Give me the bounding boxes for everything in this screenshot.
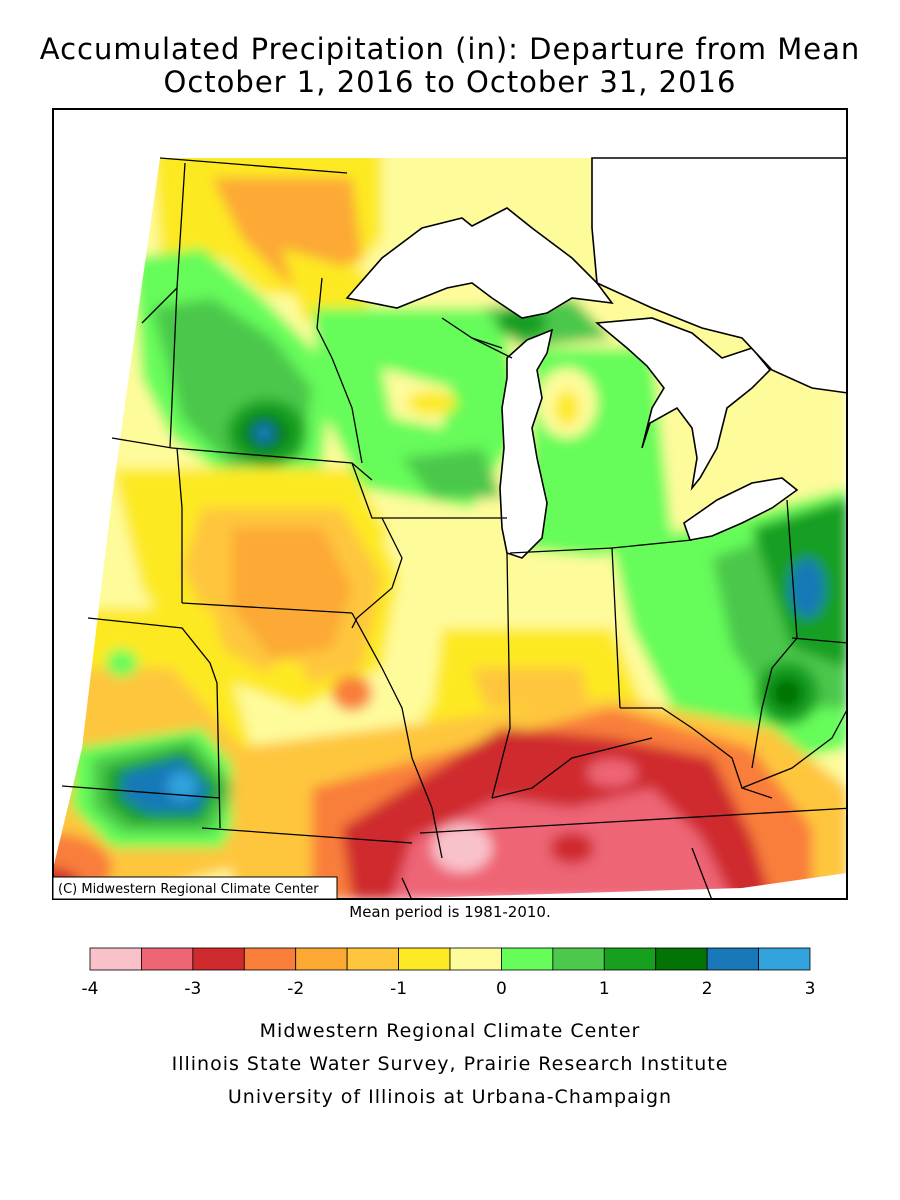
- state-borders: [61, 157, 848, 900]
- credit-line-1: Midwestern Regional Climate Center: [259, 1020, 641, 1042]
- copyright-label-box: (C) Midwestern Regional Climate Center: [52, 876, 338, 900]
- map-subtitle-dates: October 1, 2016 to October 31, 2016: [163, 65, 737, 99]
- legend-tick-label: 0: [496, 979, 507, 999]
- legend-swatch: [89, 947, 142, 971]
- canada-area: [591, 157, 848, 394]
- legend-tick-label: -3: [184, 979, 201, 999]
- legend-swatch: [706, 947, 759, 971]
- great-lakes: [345, 157, 848, 559]
- legend-tick-label: -2: [287, 979, 304, 999]
- legend-swatch: [192, 947, 245, 971]
- legend-swatch: [552, 947, 605, 971]
- legend-tick-label: -1: [390, 979, 407, 999]
- credit-line-2: Illinois State Water Survey, Prairie Res…: [171, 1053, 729, 1075]
- legend-tick-label: 1: [599, 979, 610, 999]
- legend-swatch: [501, 947, 554, 971]
- legend-swatch: [655, 947, 708, 971]
- legend-swatches: [89, 947, 811, 971]
- lake-erie: [683, 477, 799, 541]
- legend-ticks: -4 -3 -2 -1 0 1 2 3: [82, 979, 816, 999]
- legend-tick-label: 3: [805, 979, 816, 999]
- legend-swatch: [141, 947, 194, 971]
- map-title: Accumulated Precipitation (in): Departur…: [39, 32, 861, 66]
- mean-period-note: Mean period is 1981-2010.: [349, 903, 551, 921]
- legend-swatch: [758, 947, 811, 971]
- lake-michigan: [499, 328, 554, 559]
- legend-swatch: [449, 947, 502, 971]
- credit-line-3: University of Illinois at Urbana-Champai…: [227, 1086, 673, 1108]
- copyright-label: (C) Midwestern Regional Climate Center: [58, 882, 319, 897]
- legend-tick-label: 2: [702, 979, 713, 999]
- lake-superior: [345, 207, 614, 319]
- legend-tick-label: -4: [82, 979, 99, 999]
- legend-swatch: [398, 947, 451, 971]
- color-legend: -4 -3 -2 -1 0 1 2 3: [82, 947, 816, 999]
- legend-swatch: [346, 947, 399, 971]
- lake-huron: [595, 317, 772, 491]
- map-frame: [52, 108, 848, 900]
- legend-swatch: [243, 947, 297, 971]
- legend-swatch: [603, 947, 657, 971]
- legend-swatch: [295, 947, 348, 971]
- precipitation-departure-map: (C) Midwestern Regional Climate Center: [52, 108, 848, 900]
